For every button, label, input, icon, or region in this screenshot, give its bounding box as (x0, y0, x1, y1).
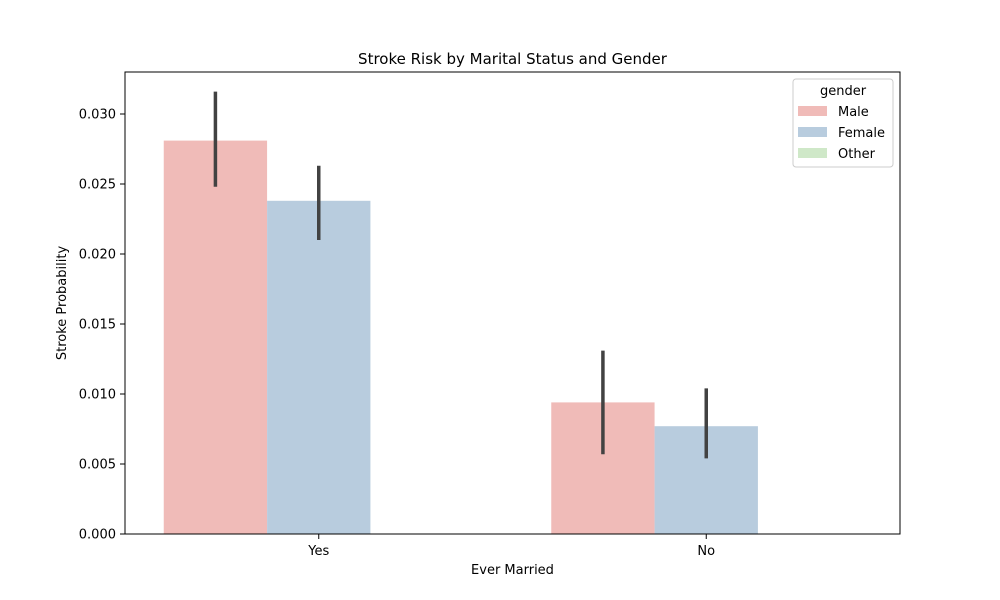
legend-label-male: Male (838, 105, 869, 120)
chart-title: Stroke Risk by Marital Status and Gender (358, 50, 668, 68)
x-tick-label: No (697, 544, 715, 559)
y-axis-label: Stroke Probability (55, 246, 70, 361)
x-tick-label: Yes (307, 544, 329, 559)
legend-title: gender (820, 84, 867, 99)
y-tick-label: 0.020 (79, 248, 116, 263)
bar-female-yes (267, 200, 371, 535)
errorbars-layer (213, 91, 708, 459)
y-tick-label: 0.015 (79, 318, 116, 333)
y-tick-label: 0.030 (79, 108, 116, 123)
y-tick-label: 0.025 (79, 178, 116, 193)
bars-layer (163, 140, 758, 535)
x-axis-label: Ever Married (471, 563, 554, 578)
legend-swatch-other (798, 148, 827, 158)
y-tick-label: 0.010 (79, 388, 116, 403)
legend-frame (792, 78, 894, 168)
plot-frame (124, 71, 901, 535)
y-axis: 0.000 0.005 0.010 0.015 0.020 0.025 0.030 (79, 108, 125, 543)
legend-swatch-female (798, 127, 827, 137)
legend-label-other: Other (838, 147, 876, 162)
bar-male-yes (163, 140, 268, 534)
legend-label-female: Female (838, 126, 885, 141)
x-axis: Yes No (307, 534, 715, 559)
legend-swatch-male (798, 106, 827, 116)
y-tick-label: 0.000 (79, 528, 116, 543)
y-tick-label: 0.005 (79, 458, 116, 473)
legend: gender Male Female Other (792, 78, 894, 168)
